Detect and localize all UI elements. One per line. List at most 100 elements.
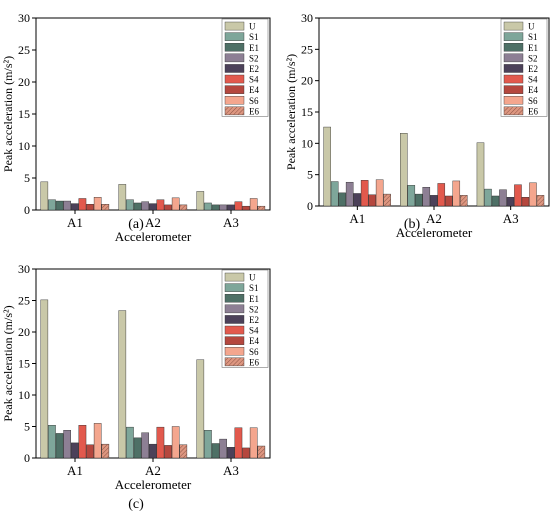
bar-a1-e2	[70, 442, 79, 459]
y-tick-label: 25	[18, 294, 30, 308]
x-tick-label: A1	[349, 211, 365, 226]
y-tick-label: 20	[18, 75, 30, 89]
legend-label-e2: E2	[528, 64, 538, 74]
x-tick-label: A2	[426, 211, 442, 226]
legend-swatch-s2	[224, 53, 245, 63]
chart-panel-1: 0 5 10 15 20 25 30 Peak acceleration (m/s²) A1 A2…	[1, 11, 271, 244]
legend-label-s1: S1	[249, 283, 259, 293]
chart-panel-2: 0 5 10 15 20 25 30 Peak acceleration (m/s²) A1 A2…	[284, 11, 550, 240]
bar-a2-e4	[164, 445, 172, 459]
x-tick-label: A2	[145, 463, 161, 478]
bar-a1-e4	[86, 444, 94, 459]
bar-hatch-a3-e6	[257, 446, 265, 458]
bar-a1-s2	[63, 430, 71, 459]
legend-label-s2: S2	[528, 53, 538, 63]
legend-swatch-hatch	[225, 357, 244, 366]
legend-swatch-hatch	[225, 106, 244, 115]
legend-label-e4: E4	[528, 85, 538, 95]
bar-a2-s6	[452, 180, 461, 207]
y-tick-label: 5	[24, 171, 30, 185]
legend-label-s2: S2	[249, 53, 259, 63]
bar-a2-e2	[148, 443, 157, 459]
x-axis-label: Accelerometer	[115, 229, 192, 244]
legend-label-u: U	[249, 273, 256, 283]
y-tick-label: 10	[18, 139, 30, 153]
bar-a2-s1	[407, 185, 416, 207]
panel-caption: (b)	[404, 217, 421, 232]
x-tick-label: A1	[67, 463, 83, 478]
x-tick-label: A3	[503, 211, 519, 226]
legend-label-e6: E6	[249, 106, 259, 116]
y-axis-label: Peak acceleration (m/s²)	[1, 305, 15, 421]
bar-a3-s6	[249, 198, 258, 211]
bar-a2-s4	[156, 199, 165, 211]
bar-a2-s2	[422, 186, 431, 207]
y-tick-label: 30	[301, 11, 313, 25]
legend-label-s6: S6	[528, 96, 538, 106]
legend-label-u: U	[528, 22, 535, 32]
bar-a1-s6	[375, 179, 384, 207]
legend-label-e4: E4	[249, 336, 259, 346]
y-tick-label: 5	[307, 168, 313, 182]
bar-a3-s4	[234, 201, 243, 211]
bar-a1-u	[40, 181, 49, 211]
bar-a2-s4	[437, 183, 446, 207]
bar-a1-e4	[86, 204, 94, 211]
legend-swatch-u	[224, 272, 245, 282]
legend-label-s6: S6	[249, 96, 259, 106]
bar-a1-s6	[93, 423, 102, 459]
bar-a1-u	[40, 299, 49, 459]
legend-swatch-e4	[503, 85, 524, 94]
bar-a1-s1	[330, 181, 339, 207]
bar-a2-s2	[141, 201, 149, 211]
legend-label-e2: E2	[249, 315, 259, 325]
bar-a2-e2	[430, 195, 438, 207]
legend-swatch-s1	[503, 32, 524, 41]
bar-a3-u	[476, 142, 485, 207]
bar-a1-e1	[55, 200, 64, 211]
bar-a1-s1	[48, 425, 56, 459]
bar-a1-s6	[93, 196, 102, 211]
bar-a3-s6	[249, 427, 258, 459]
bar-a1-s4	[78, 198, 87, 211]
bar-a3-e1	[211, 204, 220, 211]
legend-swatch-s4	[503, 74, 524, 84]
panel-caption: (c)	[128, 497, 144, 511]
y-tick-label: 15	[18, 107, 30, 121]
legend-swatch-e4	[224, 85, 245, 94]
bar-a1-e1	[55, 433, 64, 459]
bar-a1-s4	[360, 180, 369, 207]
bar-hatch-a2-e6	[179, 204, 187, 210]
bar-a2-e4	[445, 195, 453, 207]
bar-a2-e1	[133, 202, 142, 211]
bar-a1-e4	[368, 194, 376, 207]
legend-label-e1: E1	[528, 43, 538, 53]
y-tick-label: 25	[301, 42, 313, 56]
legend-swatch-s4	[224, 74, 245, 84]
bar-a2-u	[400, 133, 408, 207]
legend-swatch-s6	[224, 95, 245, 105]
legend-label-e1: E1	[249, 294, 259, 304]
bar-a1-s2	[63, 200, 71, 211]
legend-swatch-s2	[224, 304, 245, 314]
legend-swatch-s1	[224, 32, 245, 41]
bar-a3-s1	[204, 202, 212, 211]
y-tick-label: 0	[307, 199, 313, 213]
bar-hatch-a3-e6	[536, 195, 544, 206]
bar-hatch-a2-e6	[460, 195, 468, 206]
y-axis-label: Peak acceleration (m/s²)	[1, 56, 15, 172]
bar-a2-s2	[141, 432, 149, 459]
panel-caption: (a)	[128, 217, 144, 232]
y-tick-label: 15	[18, 357, 30, 371]
legend-swatch-e1	[224, 294, 245, 303]
legend-swatch-s1	[224, 283, 245, 292]
legend-label-s4: S4	[249, 75, 259, 85]
x-tick-label: A1	[67, 215, 83, 230]
legend-swatch-hatch	[504, 106, 523, 115]
bar-hatch-a1-e6	[383, 194, 391, 206]
y-tick-label: 30	[18, 262, 30, 276]
bar-hatch-a1-e6	[101, 444, 109, 458]
legend-label-s1: S1	[249, 32, 259, 42]
bar-a2-e4	[164, 204, 172, 211]
